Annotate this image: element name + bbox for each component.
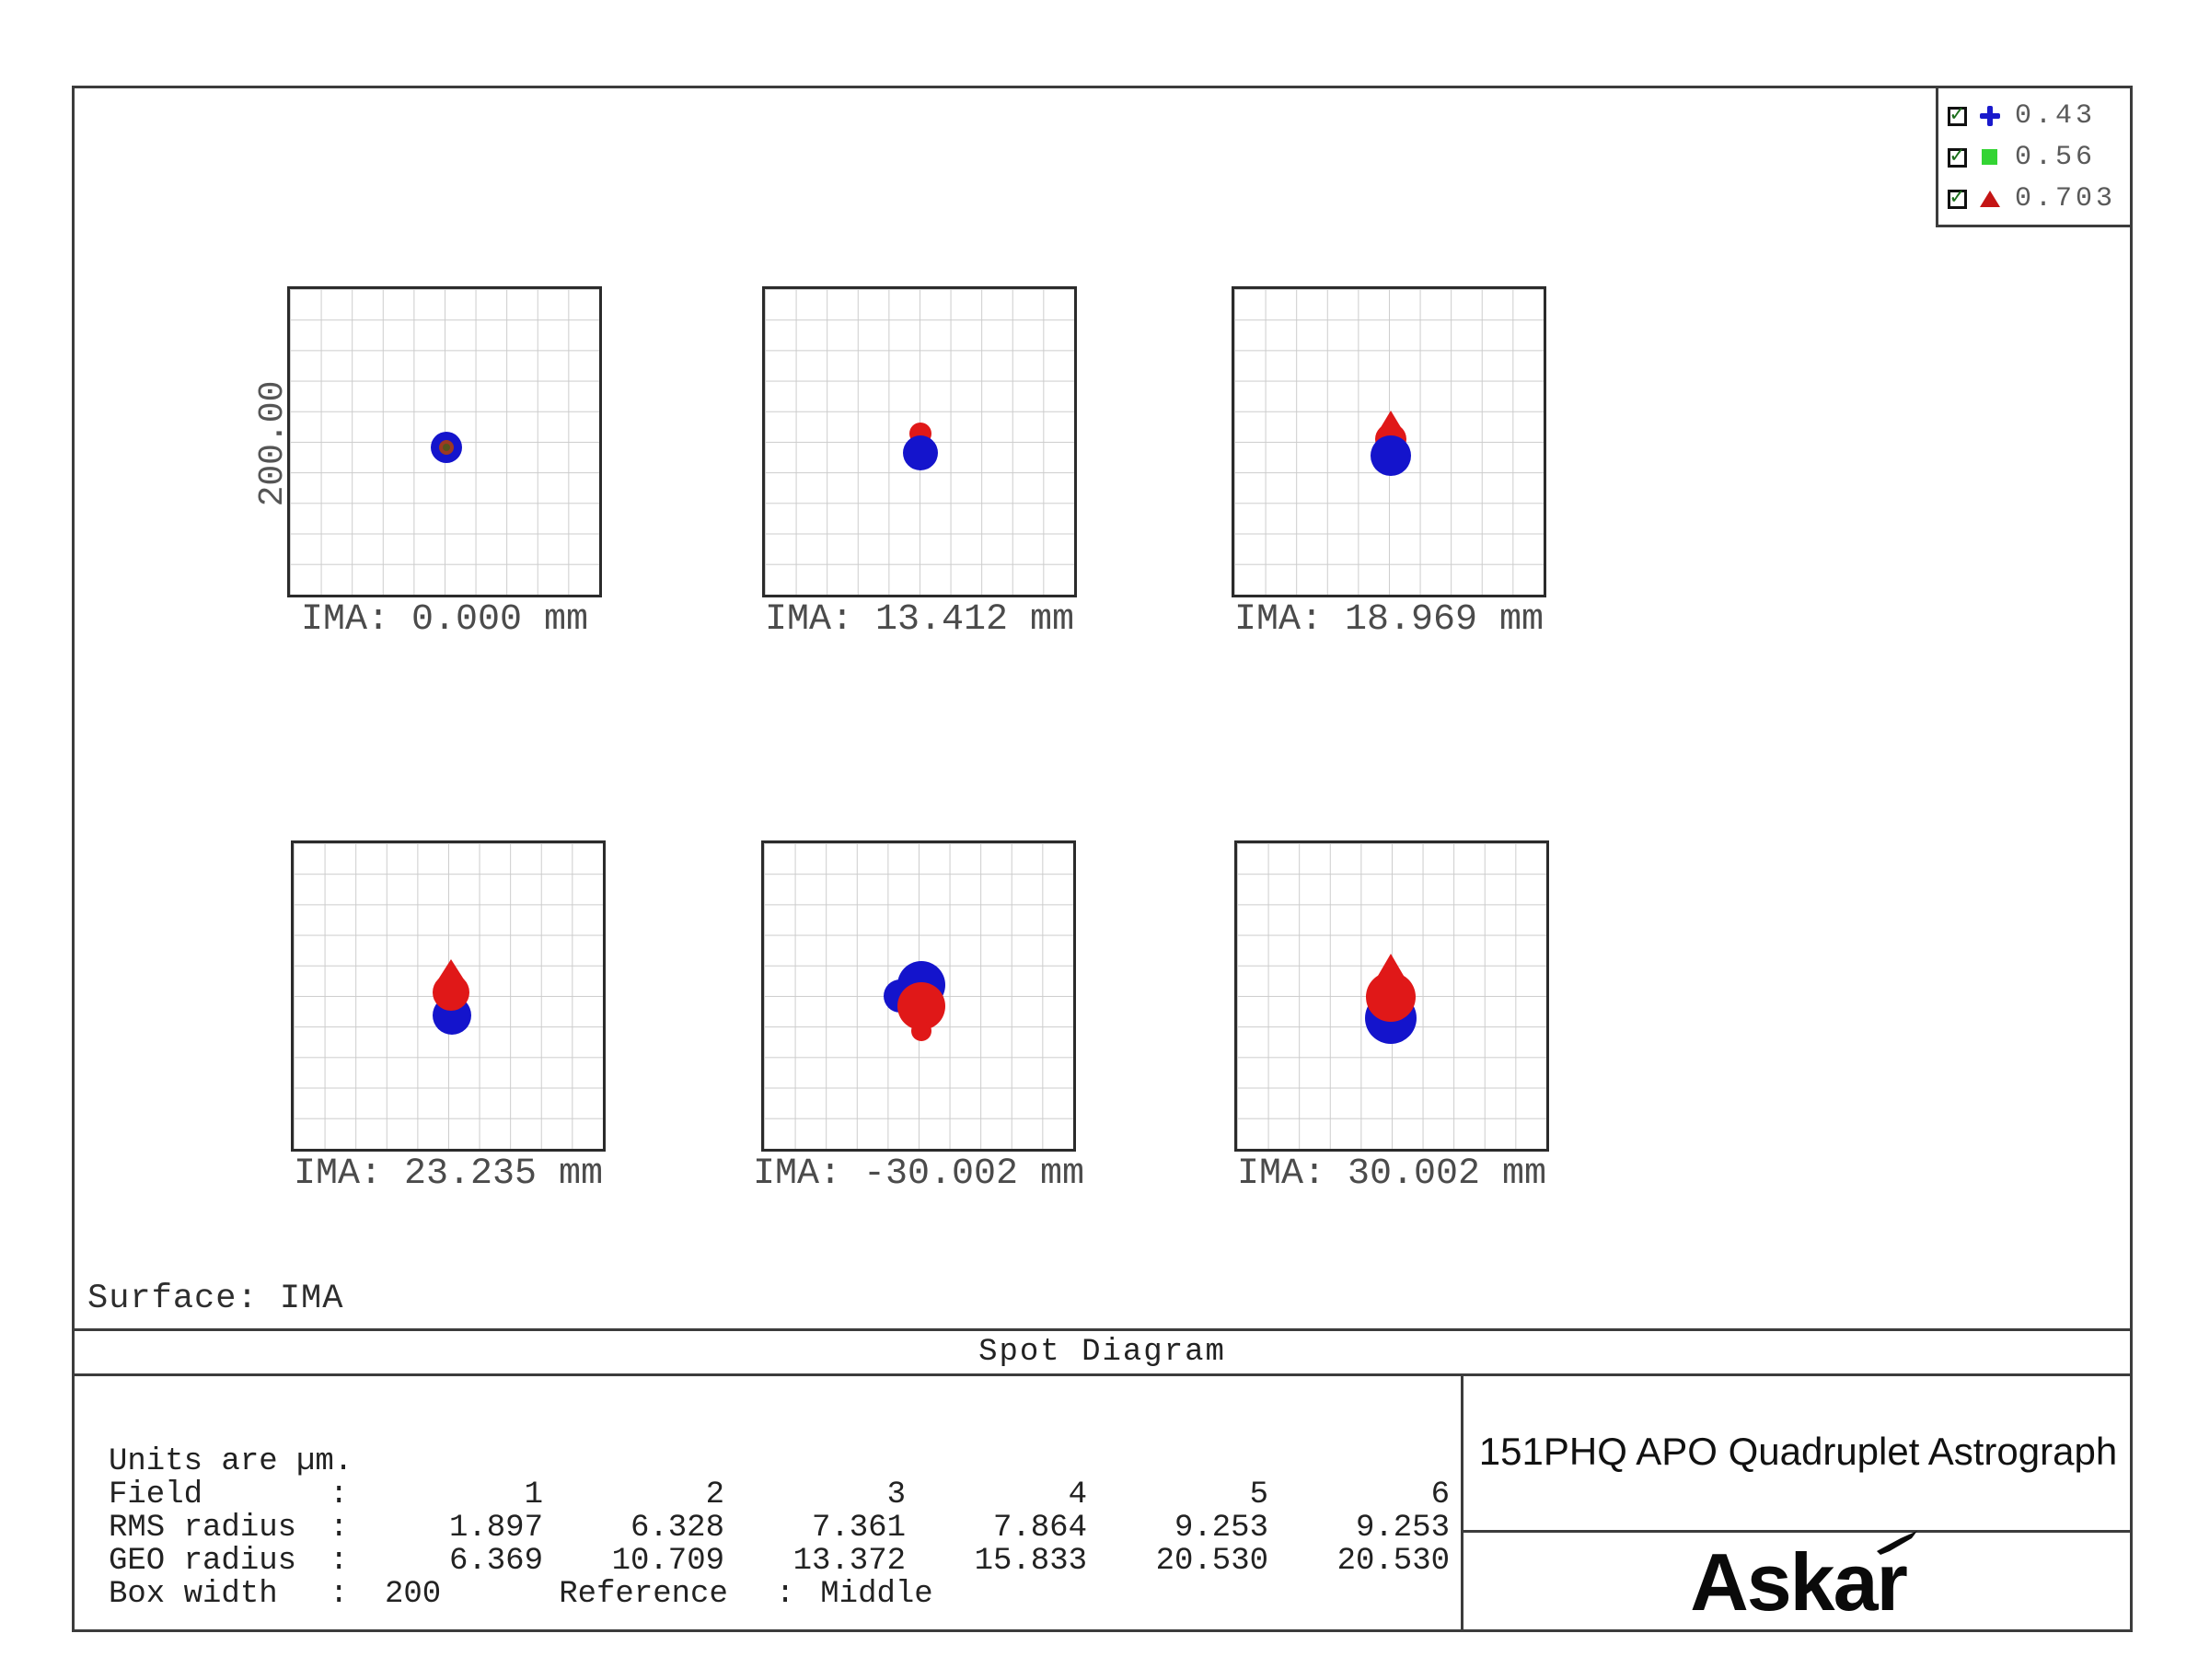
- table-row-rms-radius: RMS radius: 1.897 6.328 7.361 7.864 9.253 9.25…: [109, 1512, 1452, 1545]
- colon: :: [330, 1477, 349, 1512]
- ima-label-field-2: IMA: 13.412 mm: [764, 599, 1075, 641]
- legend-checkbox[interactable]: ✓: [1948, 103, 1967, 126]
- spot-panel-field-2: [762, 286, 1077, 597]
- product-name: 151PHQ APO Quadruplet Astrograph: [1478, 1430, 2118, 1473]
- legend-row-wavelength-1: ✓ 0.43: [1948, 98, 2130, 133]
- colon: :: [330, 1544, 349, 1579]
- legend-row-wavelength-2: ✓ 0.56: [1948, 140, 2130, 175]
- field-number: 4: [1068, 1477, 1087, 1512]
- spot-data-table: Units are µm. Field: 1 2 3 4 5 6 RMS radius: 1.…: [109, 1445, 1452, 1611]
- row-label: GEO radius: [109, 1544, 297, 1579]
- row-label: RMS radius: [109, 1511, 297, 1546]
- table-row-geo-radius: GEO radius: 6.369 10.709 13.372 15.833 20.530…: [109, 1545, 1452, 1578]
- scale-bar-label: 200.00: [253, 380, 293, 507]
- spot-red: [433, 974, 469, 1011]
- surface-label: Surface: IMA: [87, 1280, 344, 1318]
- rms-value: 7.361: [811, 1511, 906, 1546]
- plus-icon: [1978, 105, 2002, 127]
- row-label: Box width: [109, 1577, 278, 1612]
- rms-value: 7.864: [992, 1511, 1087, 1546]
- table-row-field: Field: 1 2 3 4 5 6: [109, 1478, 1452, 1512]
- rms-value: 9.253: [1355, 1511, 1450, 1546]
- spot-panel-field-3: [1232, 286, 1546, 597]
- check-icon: ✓: [1949, 145, 1966, 168]
- ima-label-field-6: IMA: 30.002 mm: [1236, 1153, 1547, 1195]
- legend-row-wavelength-3: ✓ 0.703: [1948, 181, 2130, 216]
- geo-value: 6.369: [448, 1544, 543, 1579]
- legend-wavelength-label: 0.703: [2015, 183, 2117, 214]
- reference-label: Reference: [559, 1577, 728, 1612]
- square-icon: [1978, 146, 2002, 168]
- rms-value: 6.328: [630, 1511, 724, 1546]
- spot-red-tail: [911, 1021, 931, 1041]
- ima-label-field-3: IMA: 18.969 mm: [1233, 599, 1544, 641]
- product-name-cell: 151PHQ APO Quadruplet Astrograph: [1463, 1373, 2133, 1530]
- colon: :: [775, 1577, 795, 1612]
- triangle-icon: [1978, 188, 2002, 210]
- wavelength-legend: ✓ 0.43 ✓ 0.56 ✓ 0.703: [1936, 86, 2133, 227]
- askar-logo: Askar: [1690, 1531, 1917, 1623]
- spot-panel-field-5: [761, 840, 1076, 1152]
- ima-label-field-5: IMA: -30.002 mm: [752, 1153, 1085, 1195]
- spot-panel-field-6: [1234, 840, 1549, 1152]
- legend-checkbox[interactable]: ✓: [1948, 145, 1967, 168]
- spot-green-core: [443, 444, 450, 451]
- rms-value: 9.253: [1174, 1511, 1268, 1546]
- page-title: Spot Diagram: [978, 1335, 1226, 1370]
- geo-value: 20.530: [1155, 1544, 1268, 1579]
- row-label: Field: [109, 1477, 203, 1512]
- spot-blue: [903, 435, 938, 470]
- spot-panel-field-1: [287, 286, 602, 597]
- check-icon: ✓: [1949, 186, 1966, 209]
- field-number: 2: [705, 1477, 724, 1512]
- divider: [1461, 1373, 1463, 1632]
- askar-logo-text: Askar: [1690, 1536, 1908, 1628]
- geo-value: 13.372: [792, 1544, 906, 1579]
- field-number: 3: [886, 1477, 906, 1512]
- colon: :: [330, 1511, 349, 1546]
- field-number: 5: [1249, 1477, 1268, 1512]
- spot-blue: [1371, 435, 1411, 476]
- rms-value: 1.897: [448, 1511, 543, 1546]
- brand-logo-cell: Askar: [1463, 1531, 2133, 1632]
- field-number: 6: [1430, 1477, 1450, 1512]
- legend-wavelength-label: 0.43: [2015, 100, 2097, 132]
- legend-checkbox[interactable]: ✓: [1948, 186, 1967, 209]
- ima-label-field-1: IMA: 0.000 mm: [300, 599, 589, 641]
- geo-value: 15.833: [974, 1544, 1087, 1579]
- divider: [72, 1328, 2133, 1331]
- table-row-box-width: Box width: 200 Reference: Middle: [109, 1578, 1452, 1611]
- spot-panel-field-4: [291, 840, 606, 1152]
- check-icon: ✓: [1949, 103, 1966, 126]
- reference-value: Middle: [820, 1577, 933, 1612]
- legend-wavelength-label: 0.56: [2015, 142, 2097, 173]
- field-number: 1: [524, 1477, 543, 1512]
- askar-accent-icon: [1876, 1531, 1917, 1555]
- divider: [1461, 1530, 2133, 1533]
- ima-label-field-4: IMA: 23.235 mm: [293, 1153, 604, 1195]
- units-note: Units are µm.: [109, 1444, 353, 1479]
- colon: :: [330, 1577, 349, 1612]
- geo-value: 10.709: [611, 1544, 724, 1579]
- divider: [72, 1373, 2133, 1376]
- box-width-value: 200: [385, 1577, 442, 1612]
- spot-red: [1366, 972, 1416, 1022]
- geo-value: 20.530: [1336, 1544, 1450, 1579]
